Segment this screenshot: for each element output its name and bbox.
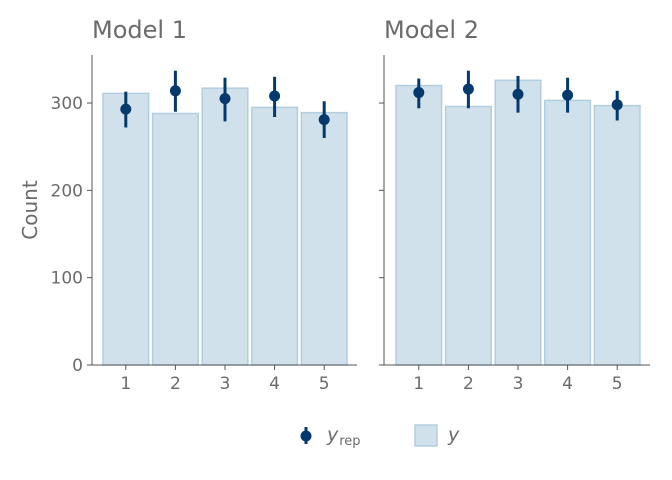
x-tick-label: 1 [413, 374, 424, 394]
legend-yrep-point [300, 430, 312, 442]
bar [494, 79, 542, 366]
bar [300, 111, 348, 366]
panel-1: Model 1 0 100 200 300 1 2 3 4 5 [51, 16, 357, 394]
yrep-point [562, 89, 574, 101]
bar [102, 92, 150, 366]
bar [593, 104, 641, 366]
panel-2: Model 2 1 2 3 4 5 [379, 16, 650, 394]
y-axis-title: Count [18, 180, 42, 240]
bar [201, 87, 249, 366]
x-tick-label: 2 [463, 374, 474, 394]
bar [444, 105, 492, 366]
x-tick-label: 4 [269, 374, 280, 394]
legend-label-yrep: yrep [326, 424, 361, 449]
y-tick-label: 0 [72, 356, 83, 376]
yrep-point [611, 99, 623, 111]
y-tick-label: 200 [51, 181, 83, 201]
yrep-point [413, 87, 425, 99]
bar [251, 106, 299, 366]
legend-label-y: y [447, 424, 460, 446]
yrep-point [512, 88, 524, 100]
x-tick-label: 3 [513, 374, 524, 394]
x-tick-label: 1 [120, 374, 131, 394]
yrep-point [219, 93, 231, 105]
y-tick-label: 300 [51, 94, 83, 114]
panel-title: Model 1 [92, 16, 187, 44]
x-tick-label: 5 [319, 374, 330, 394]
bar [151, 112, 199, 366]
x-tick-label: 3 [220, 374, 231, 394]
x-tick-label: 5 [612, 374, 623, 394]
legend: yrep y [300, 424, 460, 449]
y-tick-label: 100 [51, 269, 83, 289]
x-tick-label: 2 [170, 374, 181, 394]
yrep-point [462, 83, 474, 95]
legend-y-box [414, 424, 438, 447]
bar [544, 99, 592, 366]
panel-title: Model 2 [384, 16, 479, 44]
yrep-point [120, 103, 132, 115]
yrep-point [269, 90, 281, 102]
bar [395, 84, 443, 366]
yrep-point [318, 114, 330, 126]
x-tick-label: 4 [562, 374, 573, 394]
yrep-point [169, 85, 181, 97]
